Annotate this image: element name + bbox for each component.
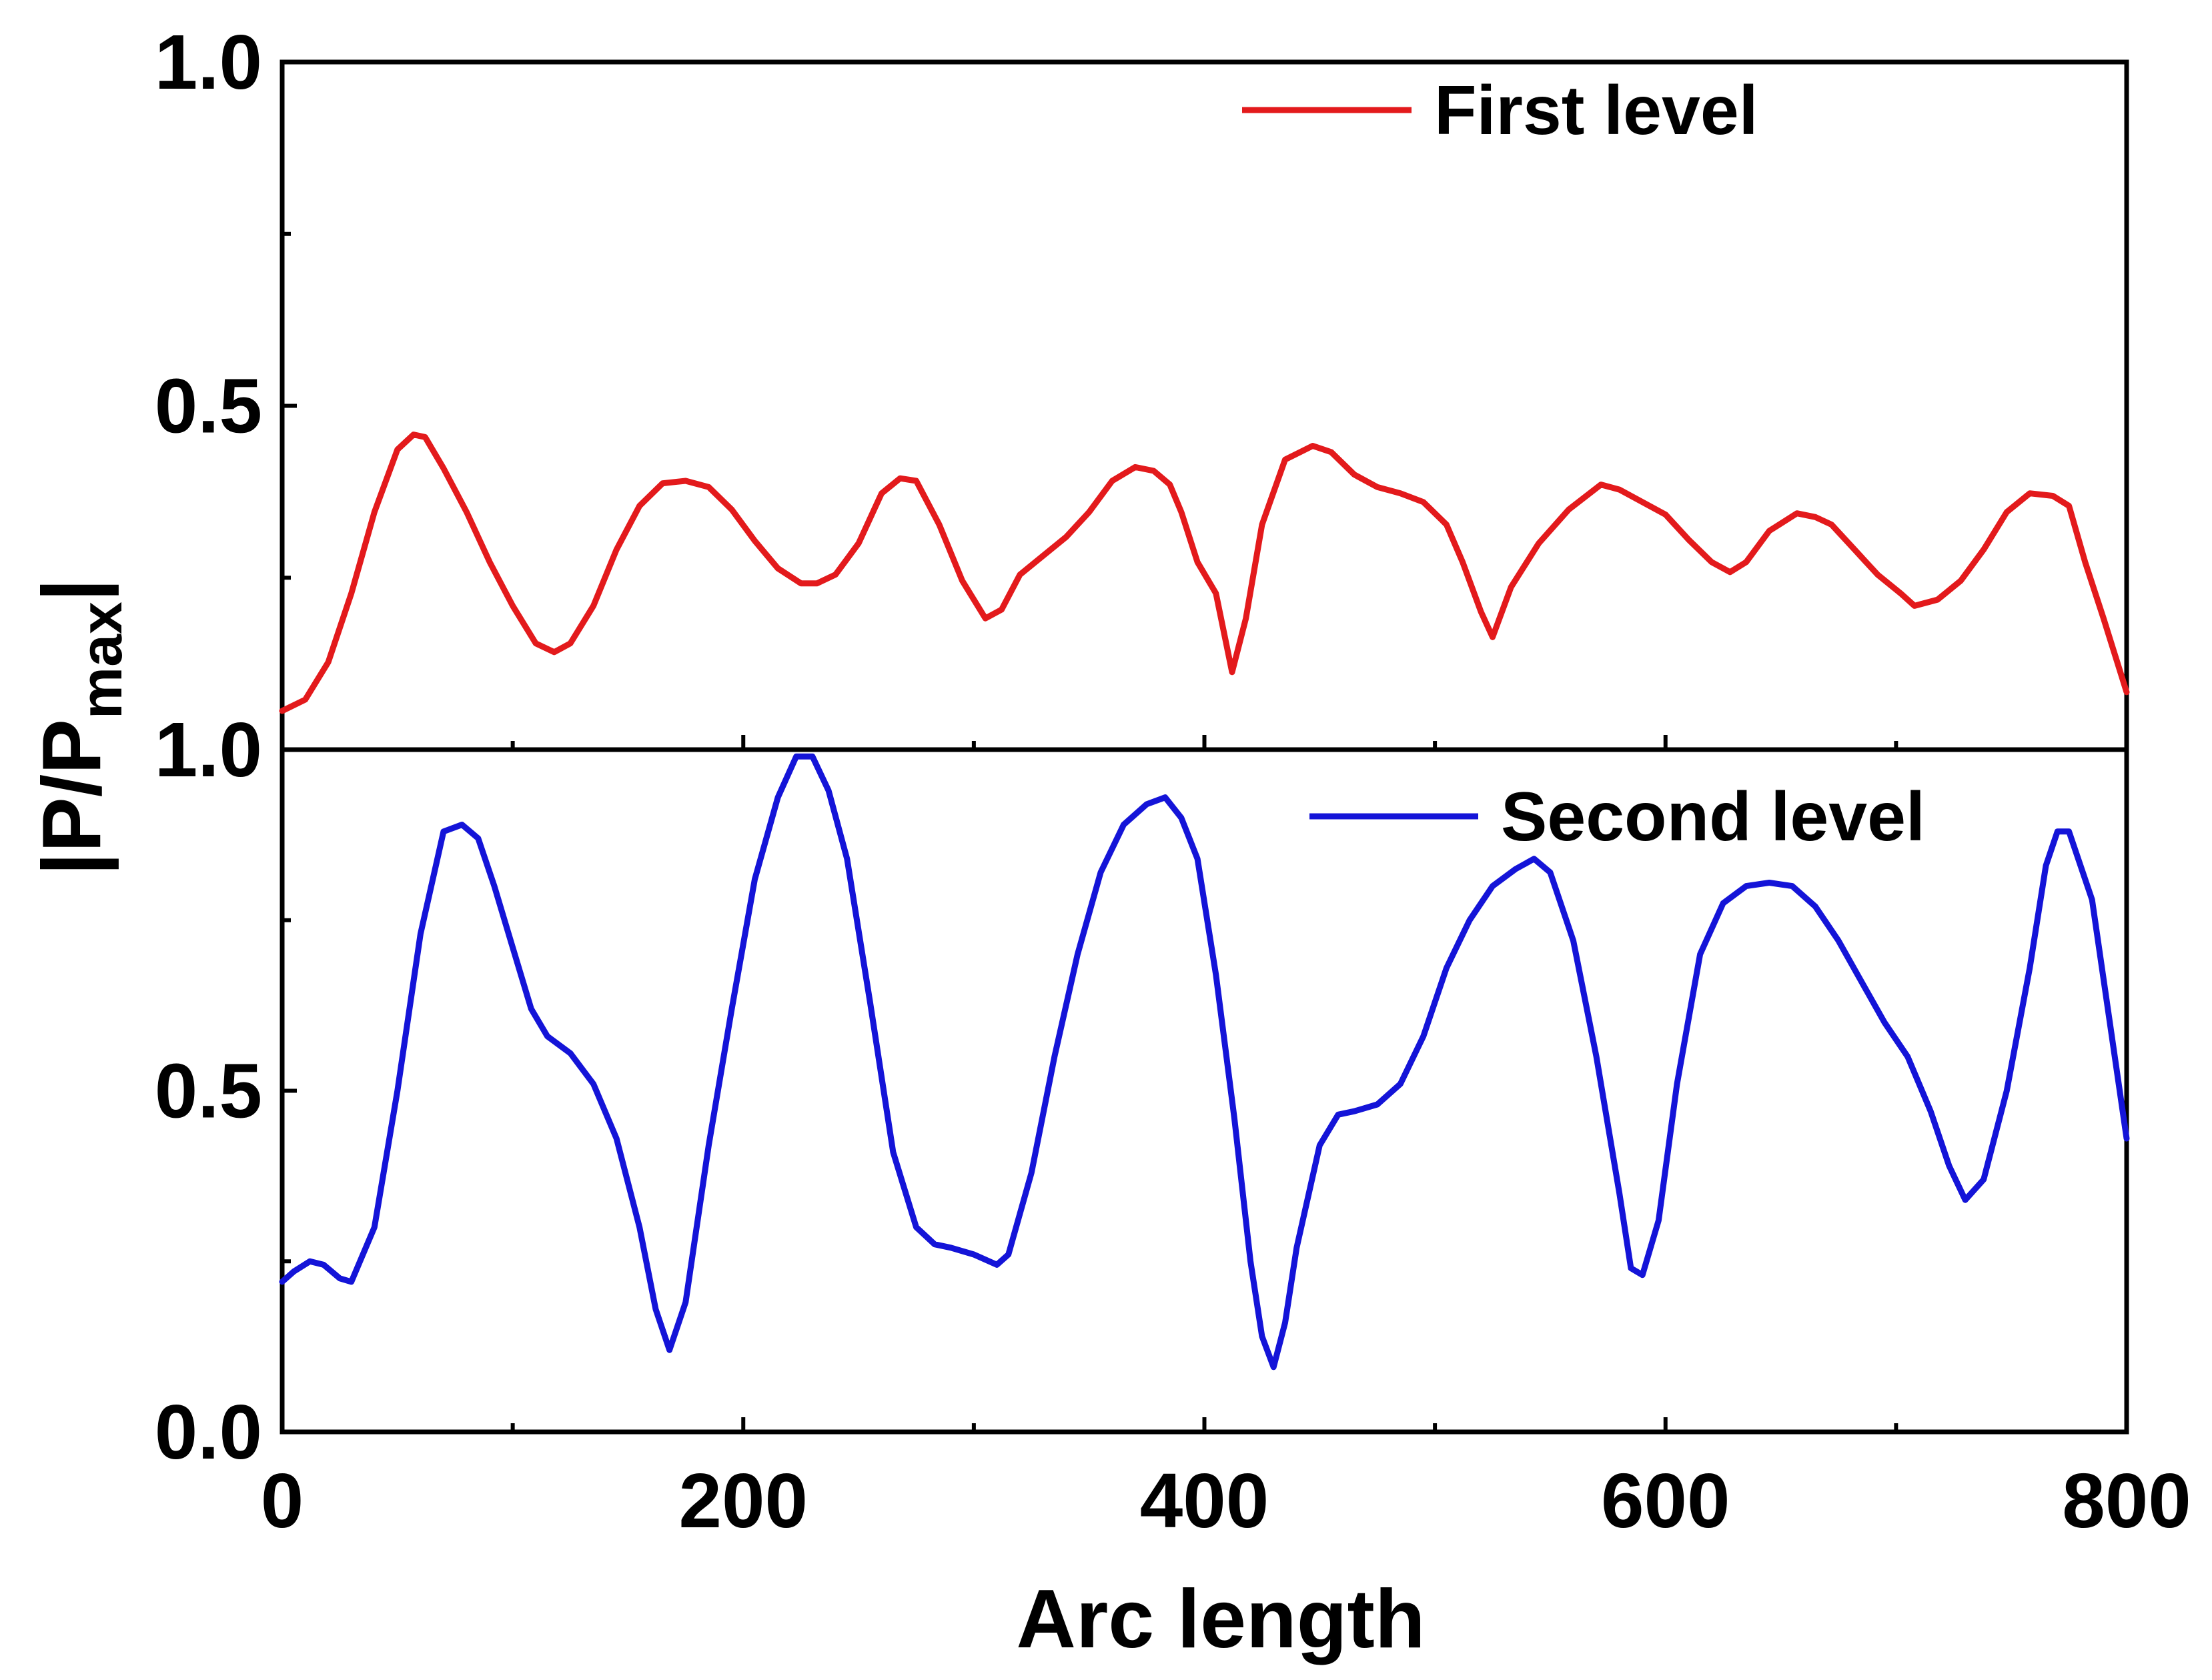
bottom-y-tick-label: 1.0: [155, 706, 262, 793]
top-panel: 1.0 0.5 First level: [155, 19, 2130, 752]
x-tick-label: 600: [1601, 1457, 1730, 1544]
legend-label-second-level: Second level: [1501, 778, 1925, 856]
y-axis-title: |P/Pmax|: [26, 578, 134, 875]
legend-label-first-level: First level: [1434, 72, 1758, 149]
y-axis-title-main: |P/P: [26, 719, 119, 876]
y-axis-title-tail: |: [26, 578, 119, 602]
bottom-y-tick-label: 0.0: [155, 1389, 262, 1475]
bottom-y-tick-label: 0.5: [155, 1048, 262, 1134]
top-y-tick-label: 1.0: [155, 19, 262, 105]
x-axis: 0 200 400 600 800: [261, 735, 2191, 1544]
x-tick-label: 200: [678, 1457, 808, 1544]
x-tick-label: 800: [2062, 1457, 2191, 1544]
x-tick-label: 0: [261, 1457, 304, 1544]
x-axis-title: Arc length: [1016, 1573, 1425, 1665]
y-axis-title-subscript: max: [68, 602, 134, 719]
top-y-tick-label: 0.5: [155, 363, 262, 450]
x-tick-label: 400: [1140, 1457, 1269, 1544]
series-line-first-level: [279, 432, 2130, 714]
series-line-second-level: [279, 753, 2130, 1371]
bottom-panel: 1.0 0.5 0.0 Second level: [155, 706, 2130, 1475]
